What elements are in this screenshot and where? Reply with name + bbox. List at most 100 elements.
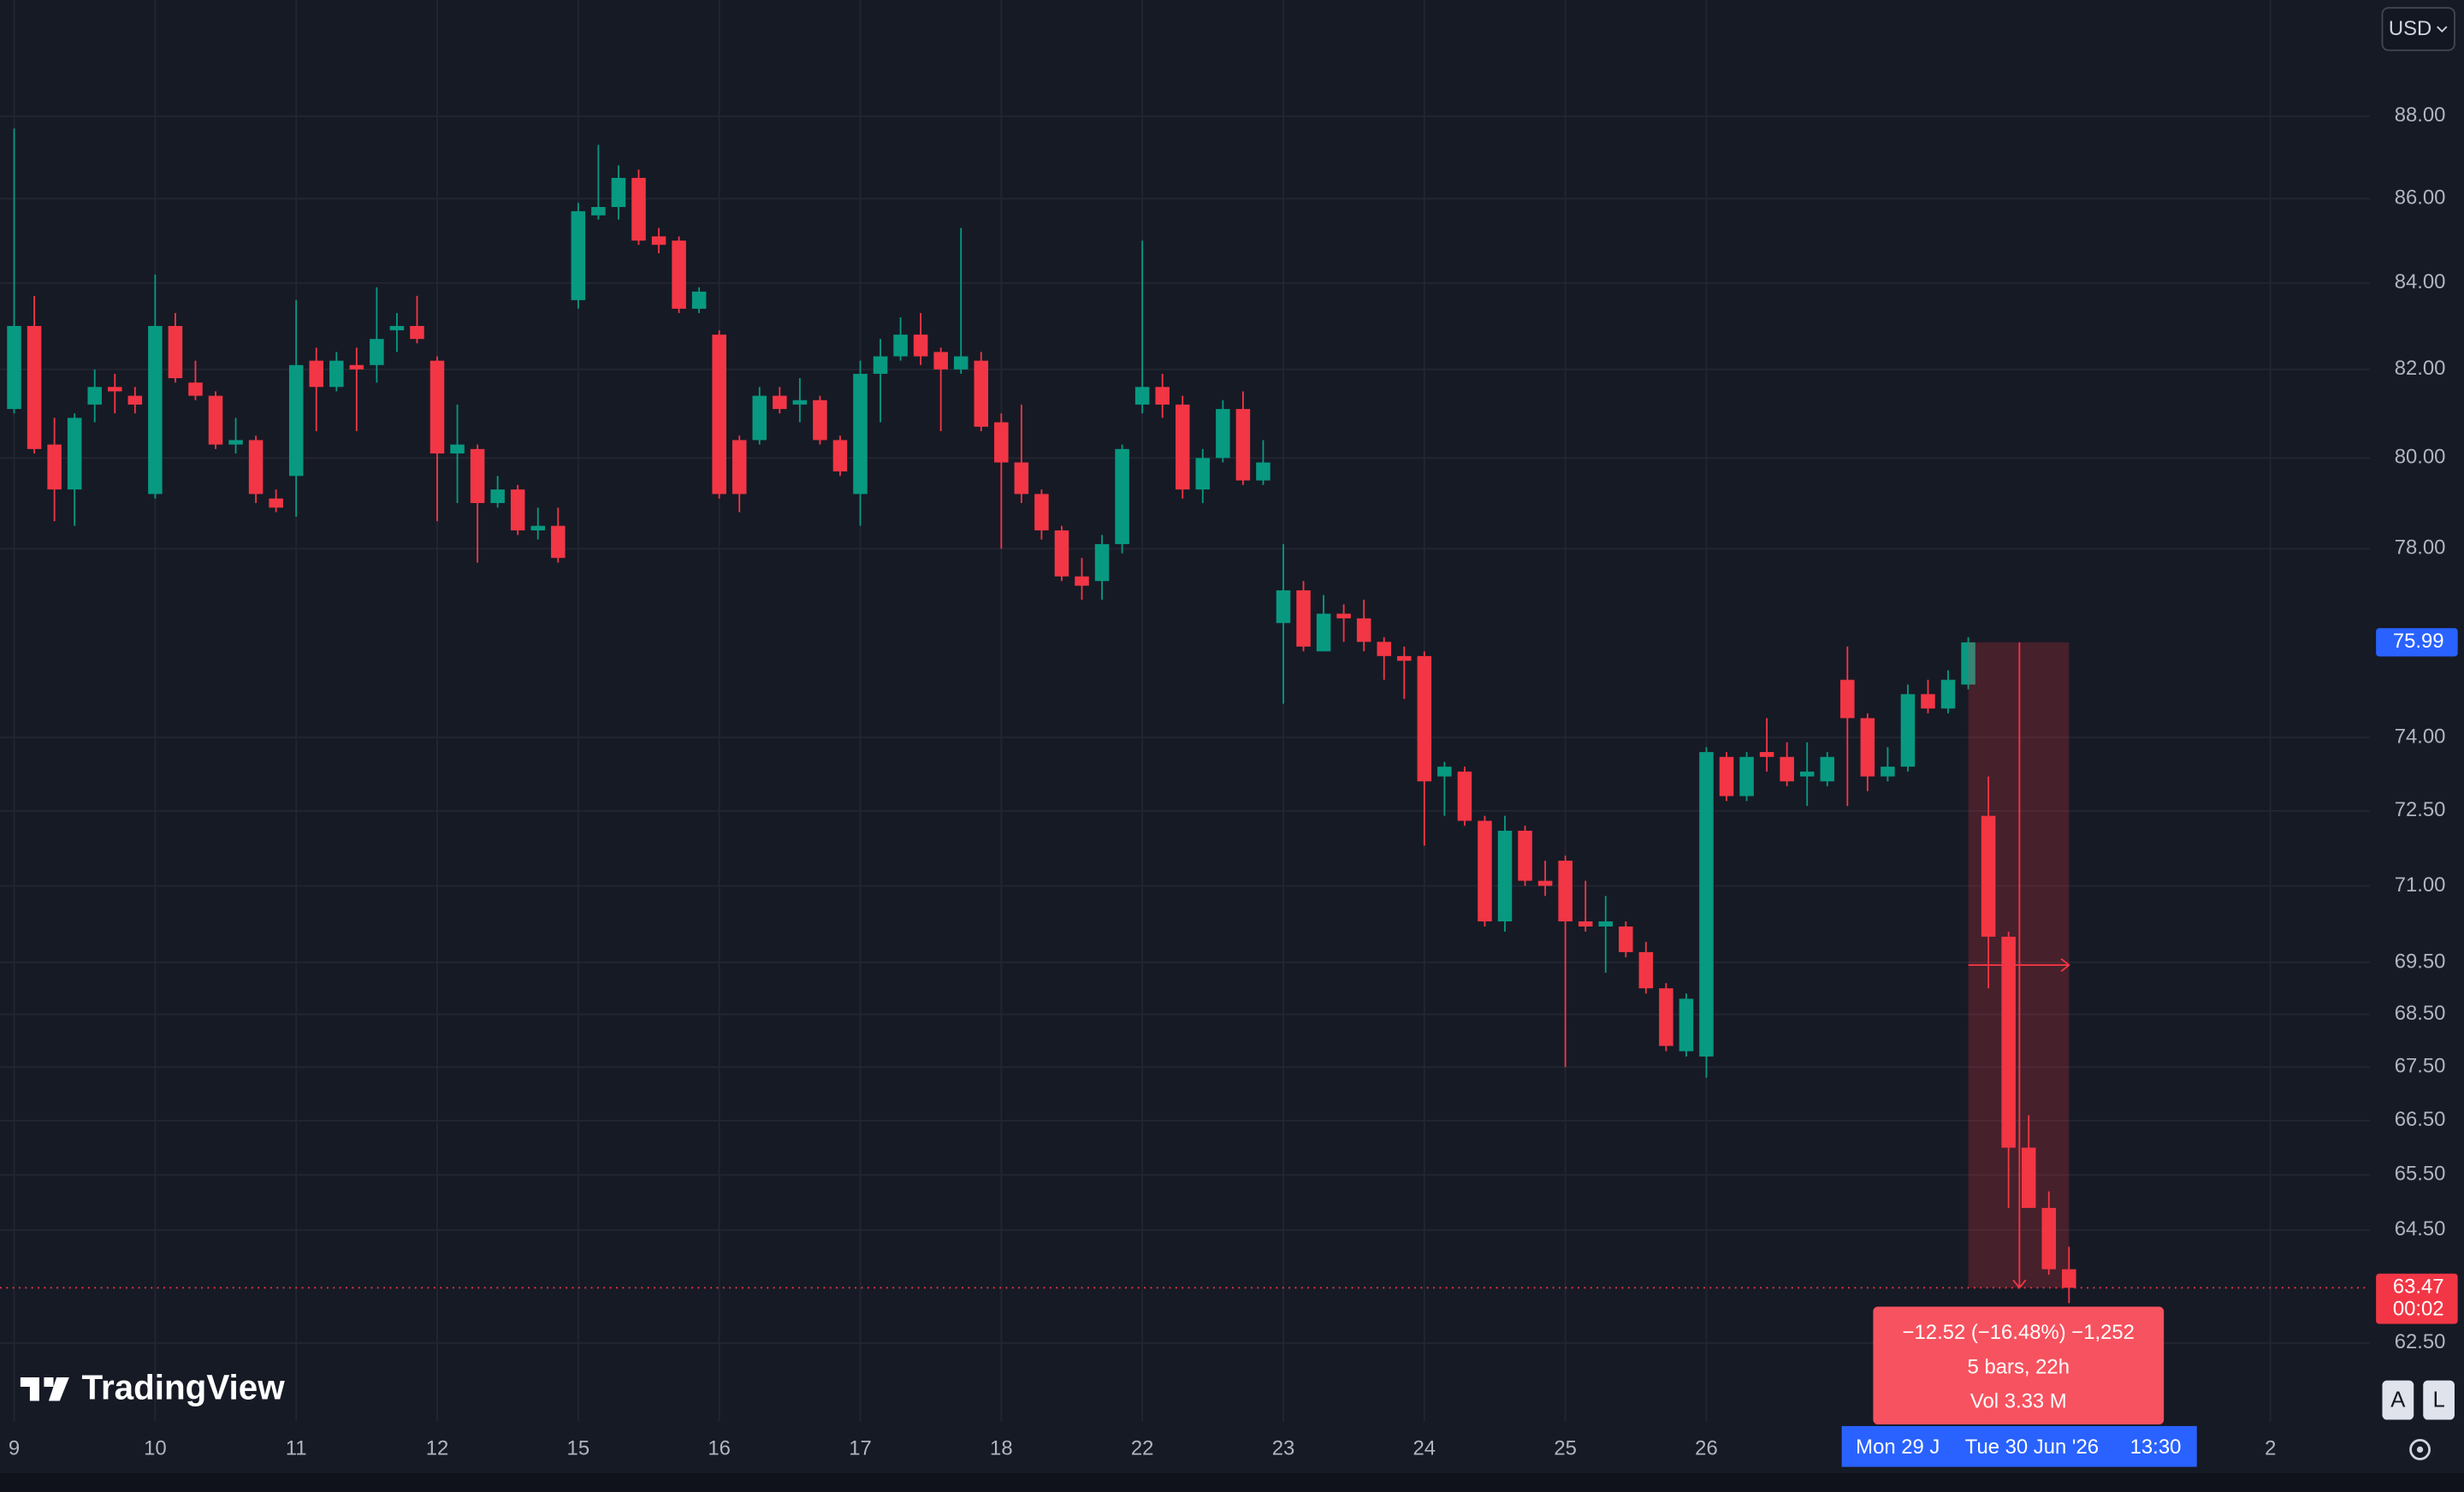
log-scale-button[interactable]	[2423, 1380, 2455, 1420]
measure-text: 5 bars, 22h	[1968, 1355, 2070, 1378]
range-label-box	[1841, 1425, 2197, 1467]
logo-text: TradingView	[82, 1367, 286, 1406]
candle-body	[1900, 694, 1916, 767]
x-tick-label: 23	[1272, 1437, 1295, 1460]
candle-body	[933, 352, 948, 370]
auto-scale-label[interactable]: A	[2390, 1388, 2406, 1412]
candle-body	[530, 525, 546, 530]
candle-body	[470, 448, 485, 504]
currency-button[interactable]: USD	[2381, 7, 2455, 51]
candle-body	[288, 364, 304, 477]
candle-body	[1377, 642, 1391, 656]
price-badge-label: 75.99	[2393, 630, 2444, 653]
measure-text: Vol 3.33 M	[1970, 1390, 2067, 1413]
candle-body	[1739, 756, 1754, 796]
x-tick-label: 16	[708, 1437, 731, 1460]
candle-body	[773, 395, 787, 410]
candle-body	[853, 373, 868, 494]
candle-body	[1155, 387, 1170, 405]
candle-body	[27, 326, 42, 449]
candle-body	[429, 360, 445, 454]
candle-body	[1256, 462, 1270, 481]
candle-body	[873, 356, 888, 374]
candle-body	[1961, 642, 1975, 685]
price-badge	[2376, 1273, 2458, 1324]
y-tick-label: 68.50	[2395, 1002, 2446, 1025]
candle-body	[691, 291, 707, 309]
candle-body	[510, 489, 525, 530]
candle-body	[712, 335, 726, 494]
settings-button[interactable]	[2409, 1439, 2431, 1460]
x-tick-label: 26	[1695, 1437, 1718, 1460]
candle-body	[1054, 530, 1069, 577]
candle-body	[127, 395, 143, 405]
candle-body	[370, 339, 384, 365]
y-tick-label: 86.00	[2395, 186, 2446, 210]
candle-body	[1537, 880, 1553, 886]
candle-body	[1719, 756, 1734, 796]
y-tick-label: 82.00	[2395, 357, 2446, 380]
y-tick-label: 88.00	[2395, 104, 2446, 127]
candle-body	[1699, 752, 1714, 1057]
candle-body	[1094, 544, 1110, 582]
auto-scale-button[interactable]	[2382, 1380, 2414, 1420]
logo-icon	[20, 1377, 69, 1401]
candle-body	[1598, 921, 1614, 927]
y-tick-label: 65.50	[2395, 1163, 2446, 1186]
candle-body	[389, 326, 405, 331]
x-tick-label: 18	[990, 1437, 1013, 1460]
candle-body	[1356, 618, 1371, 642]
candle-body	[974, 360, 989, 427]
candle-body	[1799, 771, 1815, 777]
candle-body	[1034, 494, 1049, 530]
candle-body	[87, 387, 102, 405]
candle-body	[168, 326, 183, 379]
candle-body	[1759, 752, 1774, 757]
candle-body	[309, 360, 323, 388]
y-tick-label: 71.00	[2395, 873, 2446, 897]
candle-body	[1478, 820, 1492, 922]
candle-body	[732, 440, 747, 494]
settings-icon-center	[2416, 1446, 2424, 1454]
candle-body	[1437, 767, 1452, 777]
candle-body	[1276, 590, 1291, 624]
range-label: Tue 30 Jun '26	[1965, 1436, 2099, 1459]
candle-body	[2062, 1269, 2076, 1288]
candle-body	[1216, 409, 1230, 459]
candle-body	[1518, 831, 1532, 881]
range-label: 13:30	[2130, 1436, 2182, 1459]
candle-body	[1881, 767, 1895, 777]
y-tick-label: 69.50	[2395, 950, 2446, 973]
candle-body	[1820, 756, 1835, 782]
candle-body	[611, 177, 626, 207]
candle-body	[67, 417, 82, 490]
y-tick-label: 80.00	[2395, 446, 2446, 469]
x-tick-label: 2	[2265, 1437, 2276, 1460]
candle-body	[1336, 613, 1351, 619]
candle-body	[1296, 590, 1311, 647]
currency-label[interactable]: USD	[2389, 17, 2431, 40]
candle-body	[208, 395, 223, 445]
settings-icon[interactable]	[2409, 1439, 2431, 1460]
candle-body	[2041, 1207, 2057, 1270]
candle-body	[269, 498, 283, 508]
y-tick-label: 74.00	[2395, 725, 2446, 748]
candle-body	[1235, 409, 1251, 481]
x-tick-label: 12	[426, 1437, 449, 1460]
y-tick-label: 62.50	[2395, 1330, 2446, 1353]
currency-box[interactable]	[2381, 7, 2455, 51]
candle-body	[188, 382, 203, 396]
log-scale-label[interactable]: L	[2432, 1388, 2444, 1412]
y-tick-label: 84.00	[2395, 270, 2446, 293]
overlay: −12.52 (−16.48%) −1,252 5 bars, 22h Vol 3.…	[0, 628, 2458, 1467]
candle-body	[1558, 861, 1573, 922]
measure-arrow	[2012, 1279, 2027, 1289]
x-tick-label: 24	[1413, 1437, 1436, 1460]
candle-body	[1134, 387, 1150, 405]
x-tick-label: 10	[144, 1437, 167, 1460]
candle-body	[672, 240, 686, 309]
candle-body	[410, 326, 424, 340]
candle-body	[7, 326, 21, 410]
